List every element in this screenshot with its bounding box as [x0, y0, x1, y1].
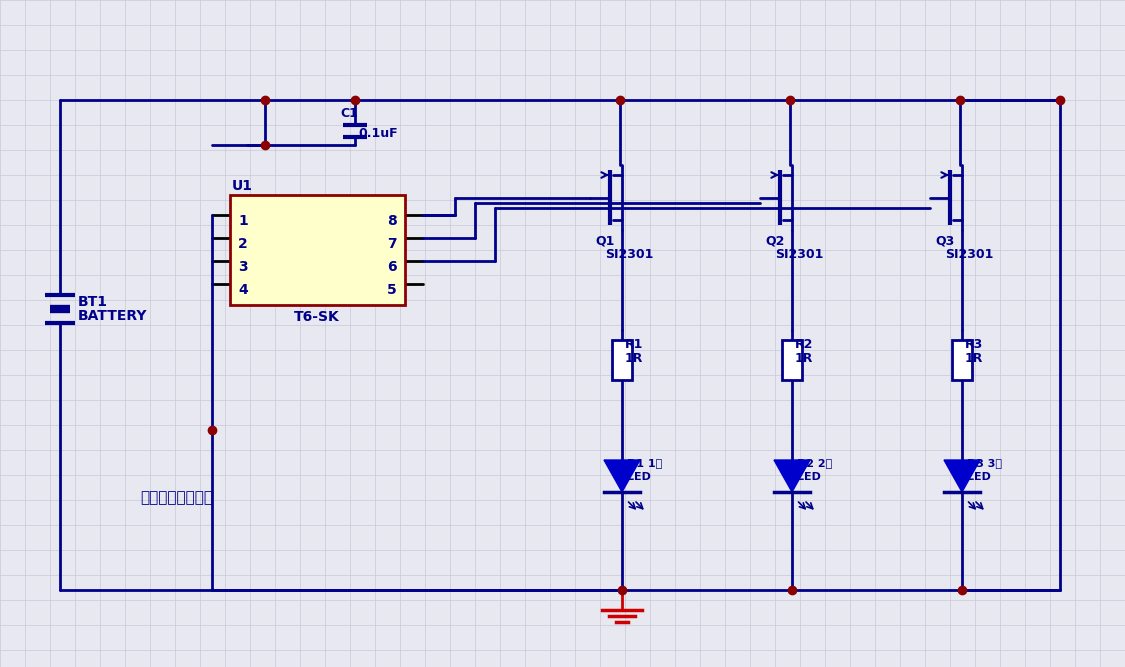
Text: BATTERY: BATTERY — [78, 309, 147, 323]
Text: U1: U1 — [232, 179, 253, 193]
Text: R2: R2 — [795, 338, 813, 351]
Text: SI2301: SI2301 — [945, 248, 993, 261]
Text: 8: 8 — [387, 214, 397, 228]
Text: LED: LED — [968, 472, 991, 482]
Text: D1 1路: D1 1路 — [627, 458, 663, 468]
Text: D2 2路: D2 2路 — [796, 458, 832, 468]
Text: 7: 7 — [387, 237, 397, 251]
Text: R3: R3 — [965, 338, 983, 351]
Text: R1: R1 — [626, 338, 643, 351]
Text: 上电一种变换输出: 上电一种变换输出 — [140, 490, 213, 505]
Text: LED: LED — [627, 472, 651, 482]
Text: T6-SK: T6-SK — [294, 310, 340, 324]
Polygon shape — [774, 460, 810, 492]
Bar — [952, 340, 972, 380]
Text: Q1: Q1 — [595, 235, 614, 248]
Bar — [782, 340, 802, 380]
Polygon shape — [944, 460, 980, 492]
Text: 3: 3 — [238, 260, 248, 274]
Text: C1: C1 — [340, 107, 358, 120]
Text: 2: 2 — [238, 237, 248, 251]
Text: D3 3路: D3 3路 — [968, 458, 1002, 468]
Text: 1R: 1R — [626, 352, 643, 365]
Bar — [612, 340, 632, 380]
Text: BT1: BT1 — [78, 295, 108, 309]
Text: SI2301: SI2301 — [605, 248, 654, 261]
Text: SI2301: SI2301 — [775, 248, 823, 261]
Text: Q2: Q2 — [765, 235, 784, 248]
Text: LED: LED — [796, 472, 821, 482]
Text: 0.1uF: 0.1uF — [358, 127, 397, 140]
Text: 5: 5 — [387, 283, 397, 297]
Text: 6: 6 — [387, 260, 397, 274]
FancyBboxPatch shape — [229, 195, 405, 305]
Text: 4: 4 — [238, 283, 248, 297]
Text: 1: 1 — [238, 214, 248, 228]
Text: 1R: 1R — [965, 352, 983, 365]
Text: Q3: Q3 — [935, 235, 954, 248]
Text: 1R: 1R — [795, 352, 813, 365]
Polygon shape — [604, 460, 640, 492]
